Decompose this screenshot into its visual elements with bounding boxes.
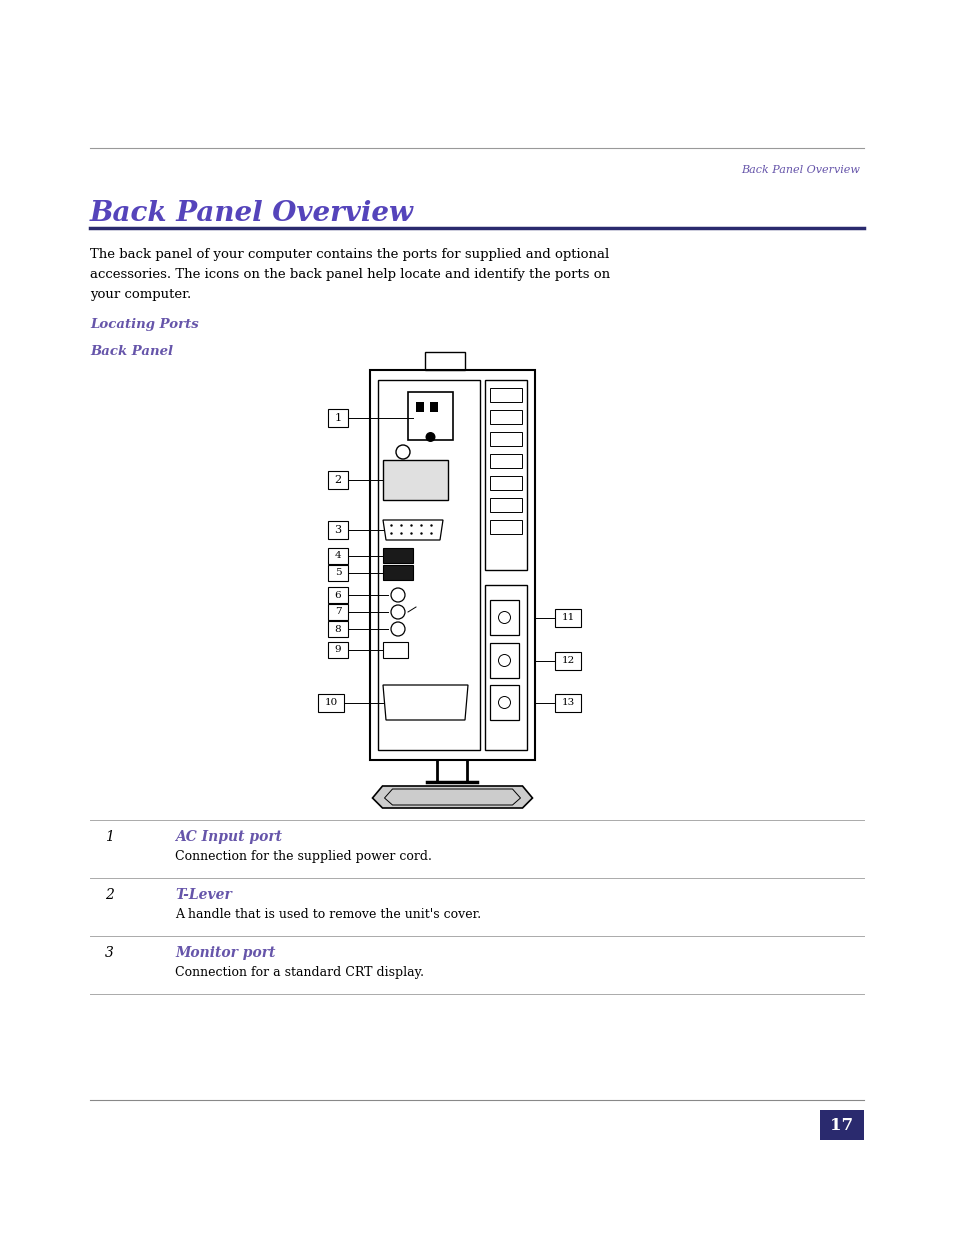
Text: 12: 12 [560,656,574,664]
Text: AC Input port: AC Input port [174,830,282,844]
Text: 10: 10 [324,698,337,706]
Text: 3: 3 [335,525,341,535]
Text: Monitor port: Monitor port [174,946,275,960]
Text: 4: 4 [335,551,341,559]
Text: 9: 9 [335,646,341,655]
Text: 17: 17 [829,1116,853,1134]
Text: 2: 2 [105,888,113,902]
Text: 13: 13 [560,698,574,706]
FancyBboxPatch shape [382,564,413,580]
Text: 1: 1 [105,830,113,844]
Circle shape [425,432,435,442]
Text: The back panel of your computer contains the ports for supplied and optional: The back panel of your computer contains… [90,248,609,261]
Text: 6: 6 [335,590,341,599]
Bar [430,403,437,412]
Text: Connection for the supplied power cord.: Connection for the supplied power cord. [174,850,432,863]
Text: 7: 7 [335,608,341,616]
FancyBboxPatch shape [382,459,448,500]
Text: 2: 2 [335,475,341,485]
Text: your computer.: your computer. [90,288,191,301]
Text: accessories. The icons on the back panel help locate and identify the ports on: accessories. The icons on the back panel… [90,268,610,282]
Text: 1: 1 [335,412,341,424]
Text: 3: 3 [105,946,113,960]
Text: Back Panel Overview: Back Panel Overview [90,200,414,227]
Polygon shape [372,785,532,808]
Bar [416,403,423,412]
Text: 8: 8 [335,625,341,634]
Text: Connection for a standard CRT display.: Connection for a standard CRT display. [174,966,423,979]
Text: 5: 5 [335,568,341,577]
FancyBboxPatch shape [820,1110,863,1140]
Text: Back Panel Overview: Back Panel Overview [740,165,859,175]
Text: T-Lever: T-Lever [174,888,232,902]
FancyBboxPatch shape [382,548,413,563]
Text: Back Panel: Back Panel [90,345,172,358]
Text: A handle that is used to remove the unit's cover.: A handle that is used to remove the unit… [174,908,480,921]
Text: Locating Ports: Locating Ports [90,317,198,331]
Text: 11: 11 [560,613,574,622]
